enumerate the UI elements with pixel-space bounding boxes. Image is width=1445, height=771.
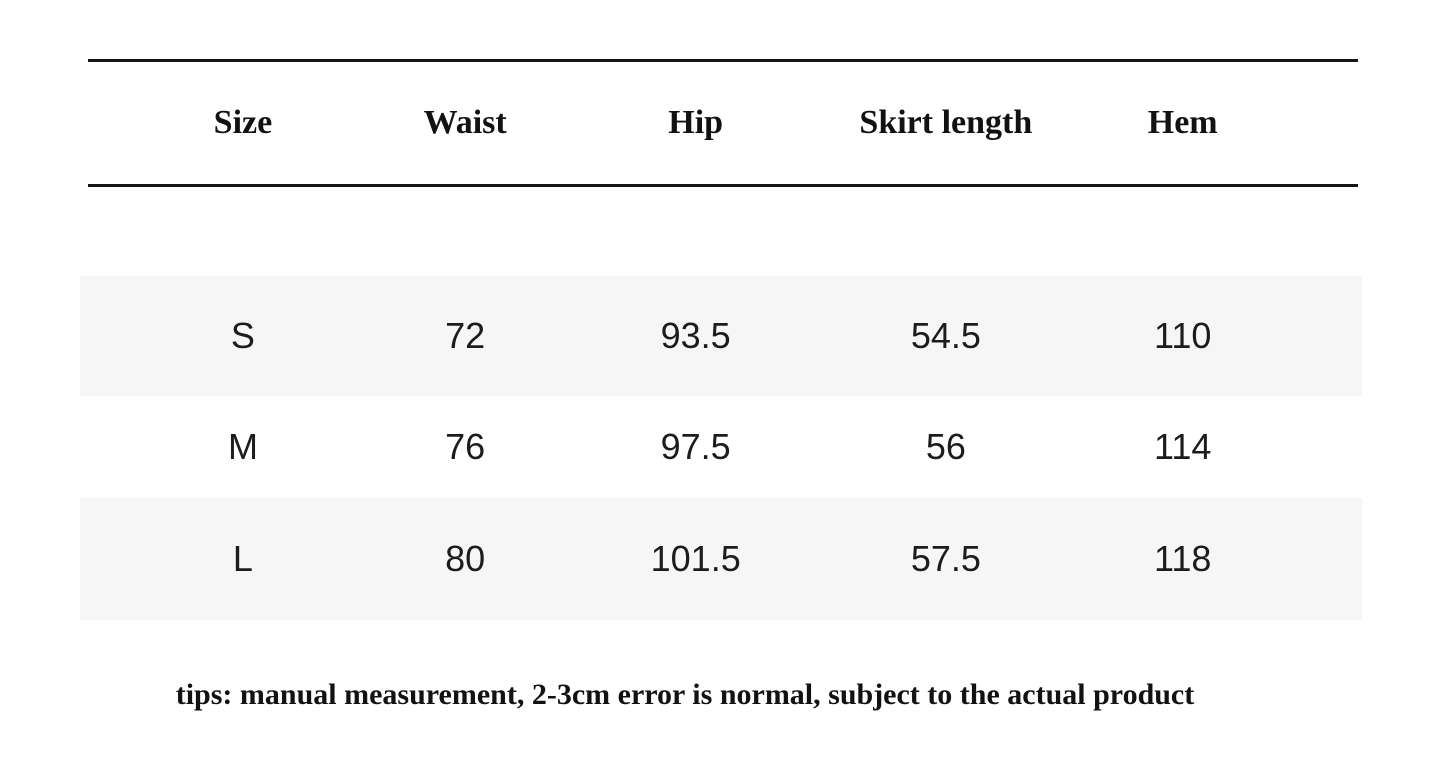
- header-size: Size: [213, 104, 273, 141]
- cell-size: L: [232, 538, 253, 579]
- cell-hem: 114: [1154, 426, 1212, 467]
- header-skirt-length: Skirt length: [859, 104, 1033, 141]
- cell-hip: 101.5: [650, 538, 741, 579]
- header-hip: Hip: [668, 104, 724, 141]
- cell-waist: 76: [445, 426, 486, 467]
- cell-waist: 72: [445, 315, 486, 356]
- cell-size: M: [227, 426, 258, 467]
- size-chart-table: Size Waist Hip Skirt length Hem S 72 93.…: [80, 59, 1362, 620]
- cell-size: S: [230, 315, 255, 356]
- cell-hem: 110: [1154, 315, 1212, 356]
- header-waist: Waist: [423, 104, 507, 141]
- header-hem: Hem: [1147, 104, 1218, 141]
- cell-skirt-length: 56: [925, 426, 966, 467]
- cell-skirt-length: 57.5: [910, 538, 981, 579]
- table-header-bottom-rule: [88, 184, 1358, 187]
- cell-hip: 93.5: [660, 315, 731, 356]
- cell-hem: 118: [1154, 538, 1212, 579]
- table-gap: [88, 187, 1358, 276]
- table-row-s: S 72 93.5 54.5 110: [80, 276, 1362, 396]
- table-row-l: L 80 101.5 57.5 118: [80, 498, 1362, 620]
- measurement-tips-text: tips: manual measurement, 2-3cm error is…: [175, 678, 1195, 711]
- table-header-row: Size Waist Hip Skirt length Hem: [88, 62, 1358, 184]
- cell-waist: 80: [445, 538, 486, 579]
- cell-hip: 97.5: [660, 426, 731, 467]
- cell-skirt-length: 54.5: [910, 315, 981, 356]
- table-row-m: M 76 97.5 56 114: [88, 396, 1358, 498]
- table-top-rule: [88, 59, 1358, 62]
